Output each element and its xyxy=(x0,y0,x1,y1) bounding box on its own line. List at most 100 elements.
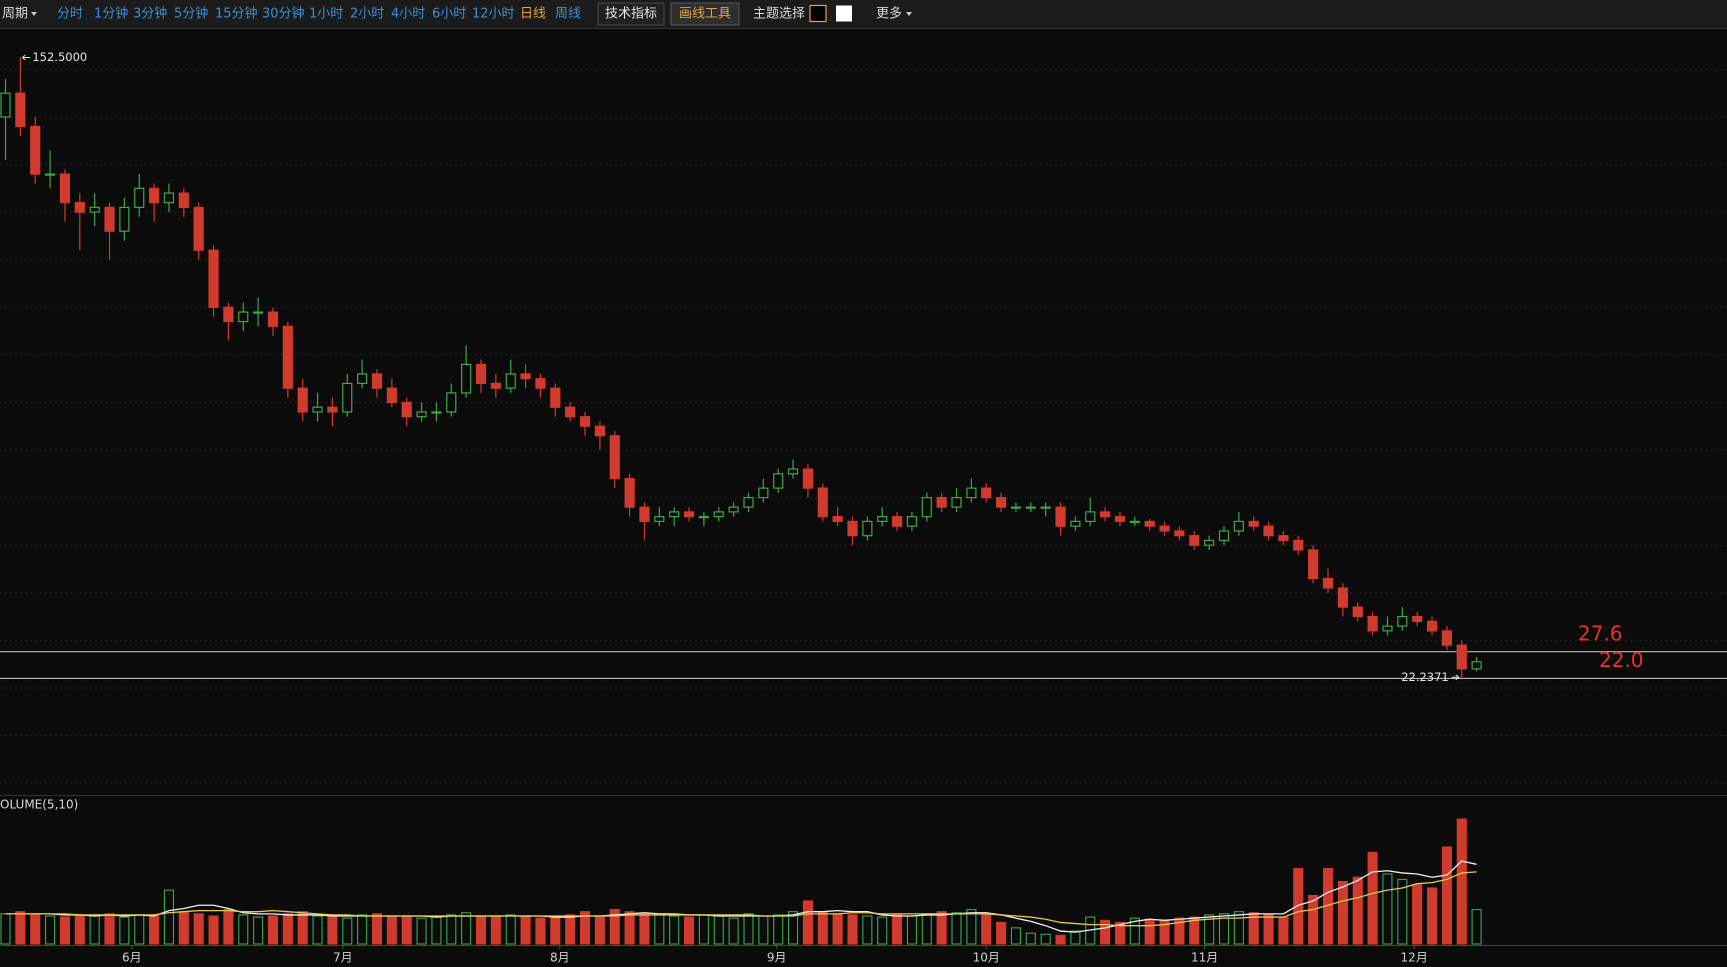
candle-body xyxy=(386,387,397,404)
volume-bar xyxy=(238,914,249,945)
period-selector[interactable]: 周期 xyxy=(2,7,28,22)
candle-body xyxy=(1085,511,1096,523)
volume-bar xyxy=(669,915,680,945)
volume-bar xyxy=(431,916,442,945)
volume-bar xyxy=(1293,868,1304,945)
volume-bar xyxy=(1367,851,1378,945)
candle-body xyxy=(208,249,219,308)
volume-bar xyxy=(1352,876,1363,945)
candle-body xyxy=(654,516,665,523)
candle-body xyxy=(238,311,249,323)
interval-option[interactable]: 1分钟 xyxy=(94,6,128,22)
x-tick-label: 9月 xyxy=(767,951,787,965)
interval-option[interactable]: 分时 xyxy=(57,7,83,22)
volume-bar xyxy=(1100,919,1111,945)
volume-bar xyxy=(15,911,26,945)
candle-body xyxy=(1070,520,1081,527)
volume-bar xyxy=(936,911,947,945)
theme-dark[interactable] xyxy=(809,4,827,23)
volume-bar xyxy=(327,916,338,945)
interval-option[interactable]: 2小时 xyxy=(350,7,384,22)
candle-body xyxy=(490,382,501,389)
theme-light[interactable] xyxy=(836,5,852,22)
volume-bar xyxy=(1055,934,1066,945)
candle-body xyxy=(609,435,620,480)
x-tick-label: 6月 xyxy=(122,951,142,965)
volume-bar xyxy=(1412,884,1423,945)
interval-option[interactable]: 4小时 xyxy=(391,7,425,22)
candle-body xyxy=(475,363,487,385)
dropdown-arrow[interactable] xyxy=(906,12,912,16)
candle-body xyxy=(996,497,1007,508)
candle-body xyxy=(267,311,279,327)
interval-option[interactable]: 12小时 xyxy=(472,7,515,22)
candle-body xyxy=(15,92,26,128)
candle-body xyxy=(1322,577,1334,589)
volume-bar xyxy=(119,916,130,945)
candle-body xyxy=(1159,525,1170,532)
interval-option[interactable]: 周线 xyxy=(555,7,581,22)
candle-body xyxy=(371,373,383,389)
candle-body xyxy=(0,92,11,118)
candle-body xyxy=(1025,506,1036,509)
volume-bar xyxy=(1456,818,1467,945)
candle-body xyxy=(1426,620,1438,632)
volume-bar xyxy=(1204,914,1215,945)
x-tick-label: 11月 xyxy=(1191,951,1218,965)
interval-option[interactable]: 3分钟 xyxy=(133,6,167,22)
volume-bar xyxy=(743,913,754,945)
volume-ma-line xyxy=(5,871,1477,927)
candle-body xyxy=(446,392,457,413)
volume-bar xyxy=(416,917,427,945)
candle-body xyxy=(787,468,799,475)
volume-bar xyxy=(1471,908,1482,945)
volume-bar xyxy=(639,913,650,945)
candle-body xyxy=(357,373,368,385)
button-frame[interactable] xyxy=(597,2,665,26)
volume-bar xyxy=(134,914,145,945)
volume-bar xyxy=(1382,873,1393,945)
dropdown-arrow[interactable] xyxy=(31,12,37,16)
interval-option[interactable]: 15分钟 xyxy=(215,6,258,22)
volume-bar xyxy=(996,921,1007,945)
candle-body xyxy=(906,516,918,527)
candle-body xyxy=(698,516,710,519)
interval-option[interactable]: 日线 xyxy=(520,7,546,22)
volume-bar xyxy=(282,913,293,945)
volume-bar xyxy=(446,914,457,945)
candle-body xyxy=(550,387,561,408)
more-menu[interactable]: 更多 xyxy=(876,6,902,22)
candle-body xyxy=(773,473,784,489)
volume-bar xyxy=(490,916,501,945)
volume-bar xyxy=(951,912,962,945)
candle-body xyxy=(282,325,293,389)
arrow xyxy=(22,54,31,61)
low-label: 22.2371 xyxy=(1401,670,1449,684)
volume-bar xyxy=(30,914,41,945)
interval-option[interactable]: 5分钟 xyxy=(174,6,208,22)
candle-body xyxy=(1278,535,1289,542)
volume-bar xyxy=(371,913,383,945)
candle-body xyxy=(104,206,115,232)
volume-bar xyxy=(342,917,353,945)
candle-body xyxy=(1308,549,1319,580)
toolbar-button[interactable]: 画线工具 xyxy=(679,7,731,22)
candle-body xyxy=(431,411,442,414)
volume-bar xyxy=(475,915,487,945)
candle-body xyxy=(1204,539,1215,546)
candle-body xyxy=(253,311,264,314)
interval-option[interactable]: 1小时 xyxy=(309,7,343,22)
volume-bar xyxy=(1278,916,1289,945)
volume-bar xyxy=(535,917,546,945)
button-frame[interactable] xyxy=(670,2,740,26)
candle-body xyxy=(1337,587,1348,608)
volume-bar xyxy=(1263,914,1274,945)
volume-bar xyxy=(163,889,175,945)
volume-bar xyxy=(267,915,279,945)
candle-body xyxy=(505,373,516,389)
interval-option[interactable]: 30分钟 xyxy=(262,6,305,22)
candle-body xyxy=(1441,630,1452,646)
toolbar-button[interactable]: 技术指标 xyxy=(605,7,657,22)
interval-option[interactable]: 6小时 xyxy=(432,7,466,22)
